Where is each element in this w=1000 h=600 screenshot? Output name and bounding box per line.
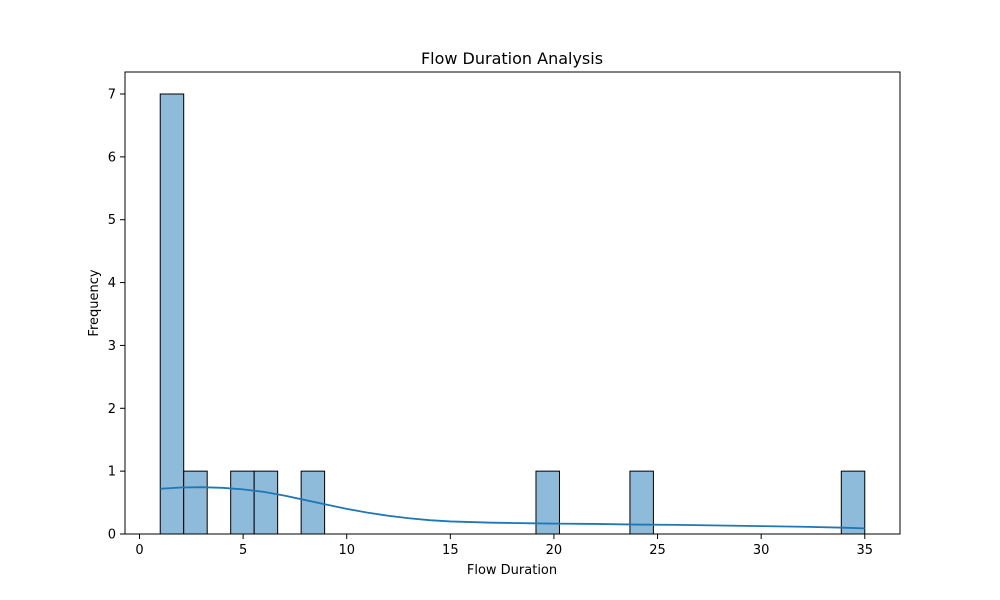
- y-tick-label: 4: [108, 276, 116, 291]
- y-tick-label: 2: [108, 402, 116, 417]
- y-tick-label: 5: [108, 213, 116, 228]
- chart-title: Flow Duration Analysis: [421, 49, 603, 68]
- kde-curve: [160, 486, 865, 530]
- y-axis-label: Frequency: [87, 269, 102, 336]
- y-tick-label: 0: [108, 528, 116, 543]
- y-tick-label: 7: [108, 88, 116, 103]
- x-tick-label: 25: [649, 543, 666, 558]
- y-tick-label: 6: [108, 150, 116, 165]
- histogram-bar-0: [159, 93, 185, 535]
- bars-layer: [159, 93, 866, 535]
- y-ticks: 0 1 2 3 4 5 6 7: [108, 88, 125, 543]
- x-tick-label: 10: [338, 543, 355, 558]
- x-ticks: 0 5 10 15 20 25 30 35: [135, 534, 873, 558]
- x-tick-label: 15: [442, 543, 459, 558]
- histogram-bar-7: [840, 470, 866, 535]
- x-tick-label: 0: [135, 543, 143, 558]
- plot-frame: [124, 71, 901, 535]
- histogram-bar-2: [230, 470, 255, 535]
- y-tick-label: 1: [108, 465, 116, 480]
- x-tick-label: 20: [546, 543, 563, 558]
- histogram-bar-1: [183, 470, 208, 535]
- histogram-bar-3: [253, 470, 279, 535]
- histogram-bar-5: [535, 470, 560, 535]
- x-tick-label: 35: [856, 543, 873, 558]
- x-tick-label: 5: [239, 543, 247, 558]
- x-tick-label: 30: [753, 543, 770, 558]
- x-axis-label: Flow Duration: [467, 563, 557, 578]
- y-tick-label: 3: [108, 339, 116, 354]
- kde-layer: [160, 486, 865, 530]
